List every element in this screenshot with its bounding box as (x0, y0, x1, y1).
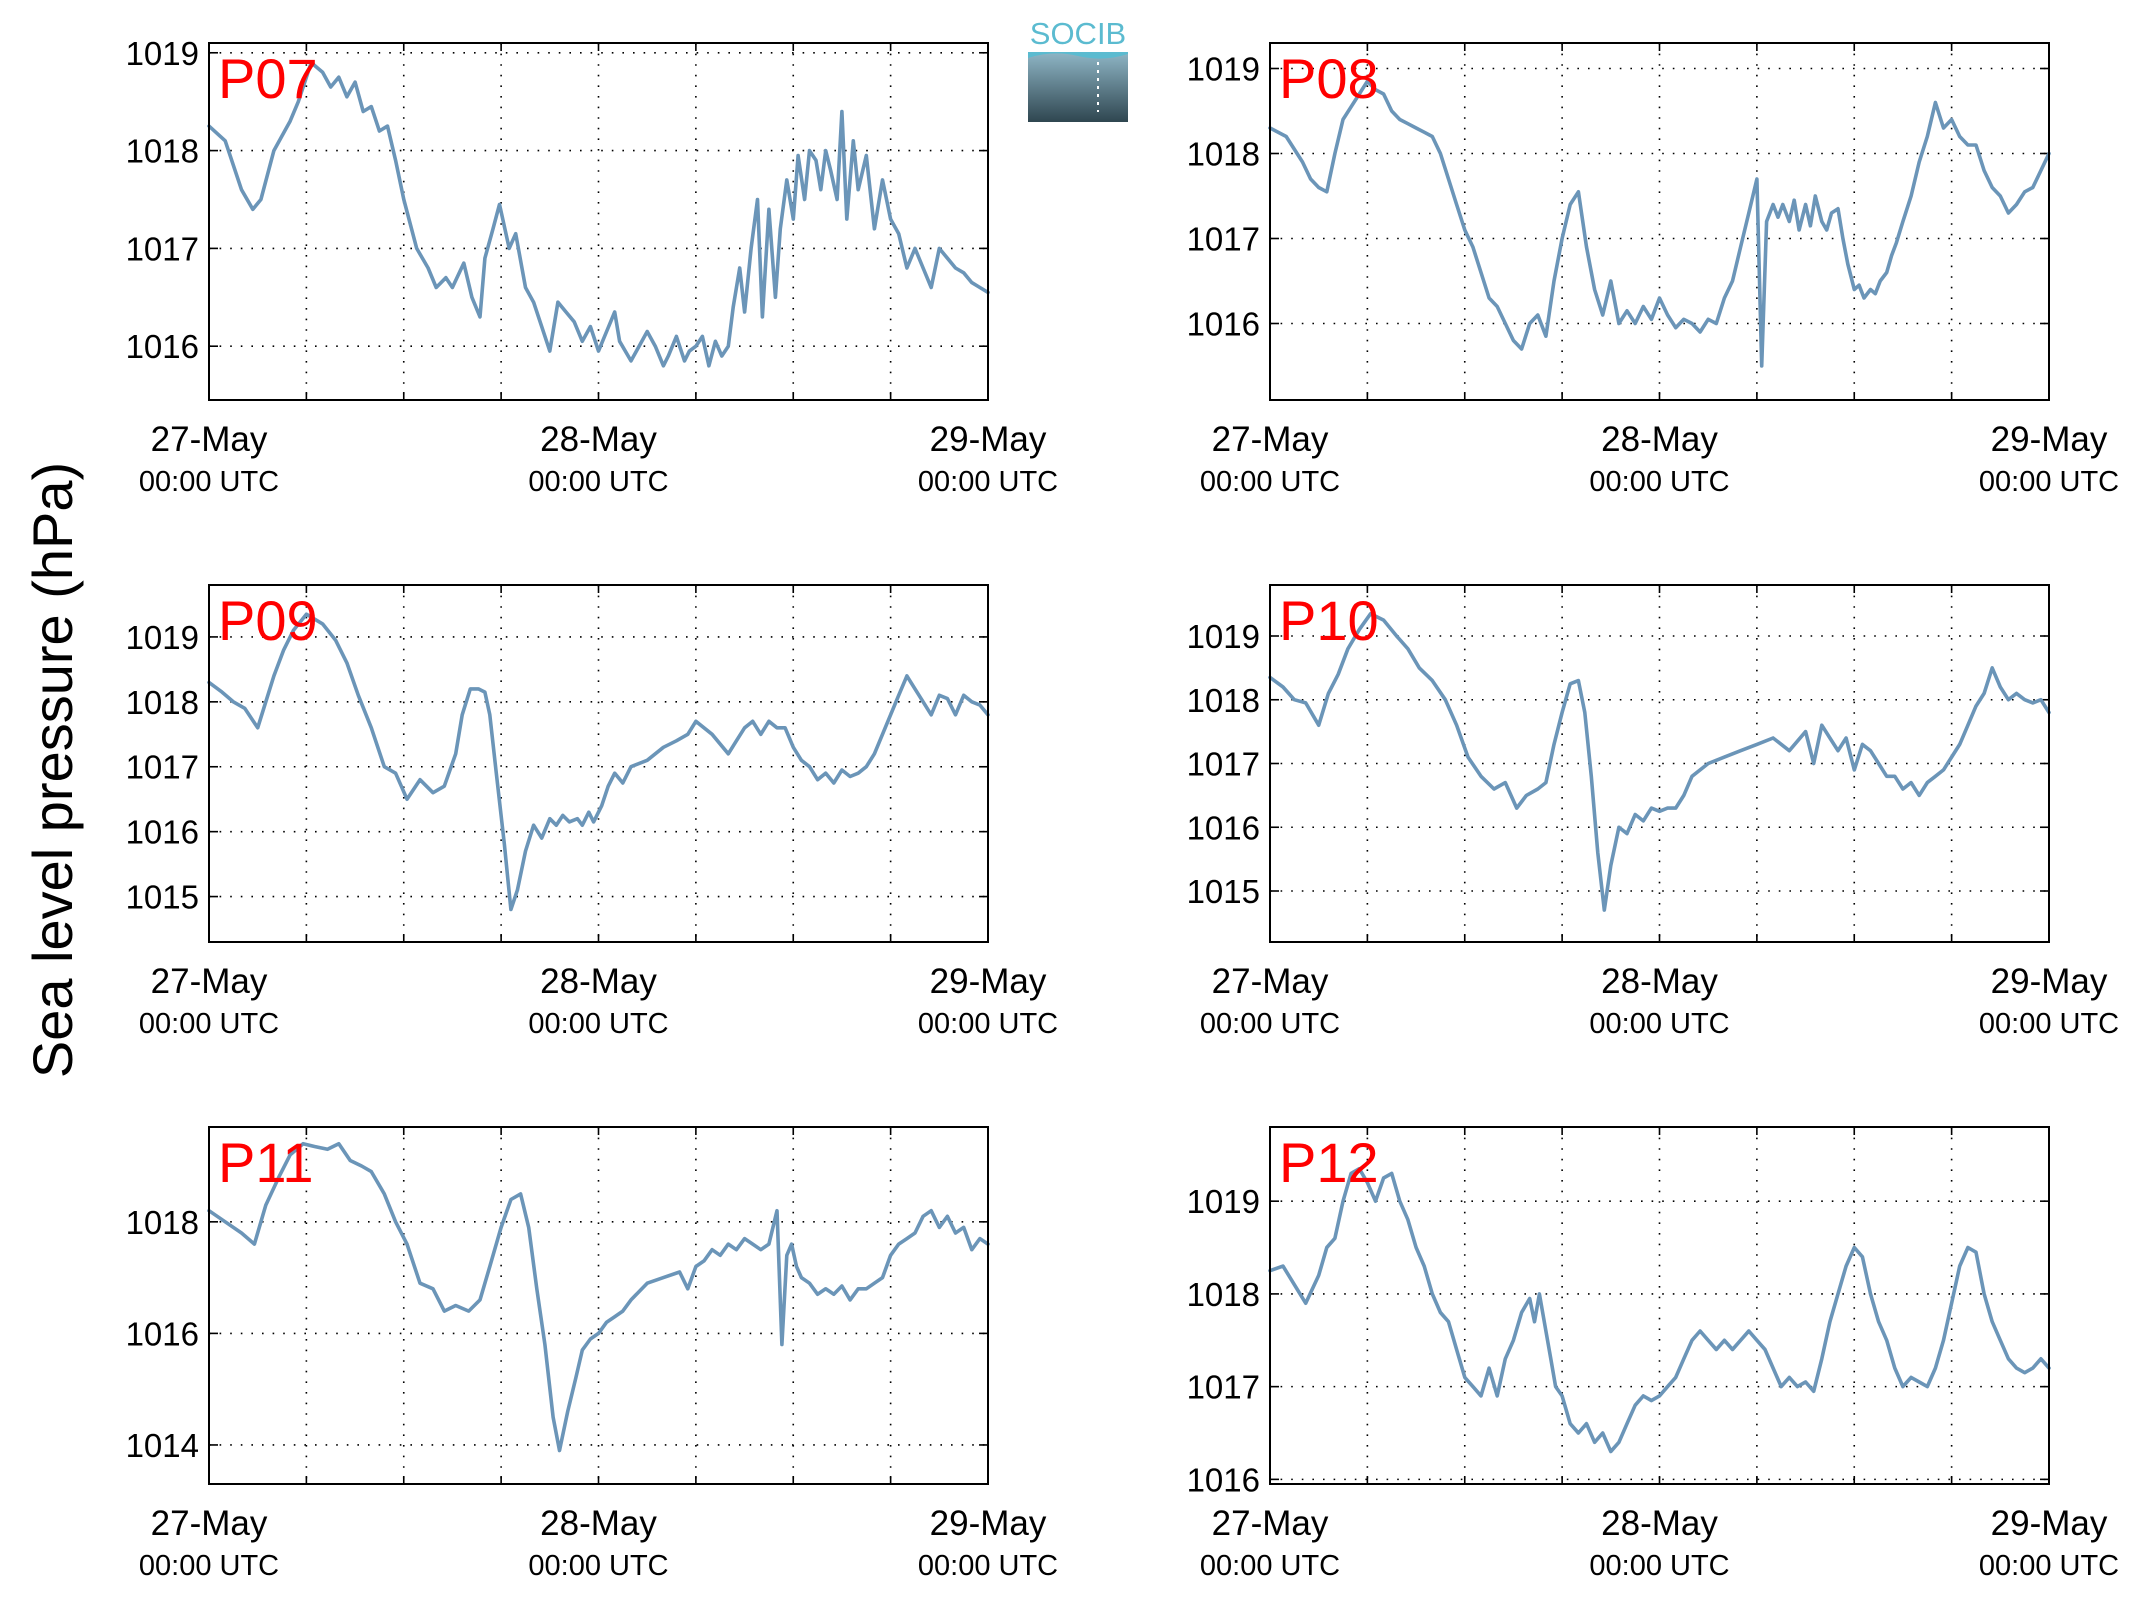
x-tick-date-label: 28-May (540, 1504, 657, 1543)
y-tick-label: 1014 (126, 1427, 199, 1464)
x-tick-time-label: 00:00 UTC (1589, 466, 1729, 498)
y-tick-label: 1016 (1187, 809, 1260, 846)
x-tick-time-label: 00:00 UTC (1589, 1550, 1729, 1582)
y-tick-label: 1019 (1187, 1183, 1260, 1220)
x-tick-date-label: 28-May (540, 962, 657, 1001)
y-tick-label: 1018 (1187, 136, 1260, 173)
panel-p07: 1016 1017 1018 1019 27-May 00:00 UTC 28-May 00:… (126, 35, 1059, 498)
x-tick-time-label: 00:00 UTC (1979, 466, 2119, 498)
x-tick-time-label: 00:00 UTC (918, 466, 1058, 498)
y-tick-label: 1018 (126, 684, 199, 721)
x-tick-time-label: 00:00 UTC (528, 1550, 668, 1582)
series-line (207, 60, 990, 368)
panel-p10: 1015 1016 1017 1018 1019 27-May 00:00 UTC 28-Ma… (1187, 584, 2119, 1040)
x-tick-time-label: 00:00 UTC (1589, 1008, 1729, 1040)
panel-p09: 1015 1016 1017 1018 1019 27-May 00:00 UTC 28-Ma… (126, 584, 1058, 1040)
x-tick-time-label: 00:00 UTC (918, 1008, 1058, 1040)
y-axis-title: Sea level pressure (hPa) (21, 462, 84, 1078)
y-tick-label: 1019 (126, 619, 199, 656)
panel-p08: 1016 1017 1018 1019 27-May 00:00 UTC 28-May 00:… (1187, 42, 2119, 498)
x-tick-date-label: 29-May (930, 962, 1047, 1001)
axes-frame (208, 584, 989, 943)
y-tick-label: 1016 (1187, 1461, 1260, 1498)
x-tick-date-label: 27-May (151, 962, 268, 1001)
y-tick-label: 1018 (126, 1204, 199, 1241)
x-tick-date-label: 27-May (1212, 420, 1329, 459)
x-tick-date-label: 27-May (151, 1504, 268, 1543)
axes-frame (1269, 42, 2050, 401)
y-tick-label: 1016 (126, 328, 199, 365)
series-line (1268, 79, 2051, 368)
x-tick-time-label: 00:00 UTC (1200, 1008, 1340, 1040)
panel-label: P07 (218, 47, 318, 110)
x-tick-time-label: 00:00 UTC (139, 466, 279, 498)
x-tick-date-label: 29-May (1991, 962, 2108, 1001)
x-tick-time-label: 00:00 UTC (1200, 1550, 1340, 1582)
x-tick-date-label: 29-May (1991, 420, 2108, 459)
panel-label: P08 (1279, 47, 1379, 110)
axes-frame (1269, 1126, 2050, 1485)
series-line (207, 1141, 990, 1453)
x-tick-date-label: 27-May (1212, 1504, 1329, 1543)
y-tick-label: 1018 (126, 133, 199, 170)
axes-frame (208, 42, 989, 401)
series-line (207, 612, 990, 912)
panel-label: P09 (218, 589, 318, 652)
series-line (1268, 611, 2051, 912)
y-tick-label: 1017 (1187, 221, 1260, 258)
panel-p11: 1014 1016 1018 27-May 00:00 UTC 28-May 00:00 U… (126, 1126, 1058, 1582)
x-tick-date-label: 27-May (151, 420, 268, 459)
x-tick-time-label: 00:00 UTC (1979, 1008, 2119, 1040)
x-tick-time-label: 00:00 UTC (1200, 466, 1340, 498)
y-tick-label: 1017 (1187, 1369, 1260, 1406)
y-tick-label: 1017 (126, 749, 199, 786)
x-tick-date-label: 29-May (930, 1504, 1047, 1543)
y-tick-label: 1017 (1187, 746, 1260, 783)
series-line (1268, 1166, 2051, 1454)
panels: 1016 1017 1018 1019 27-May 00:00 UTC 28-May 00:… (126, 35, 2120, 1582)
y-tick-label: 1016 (126, 814, 199, 851)
x-tick-date-label: 28-May (1601, 1504, 1718, 1543)
y-tick-label: 1019 (1187, 51, 1260, 88)
x-tick-date-label: 28-May (540, 420, 657, 459)
panel-p12: 1016 1017 1018 1019 27-May 00:00 UTC 28-May 00:… (1187, 1126, 2119, 1582)
y-tick-label: 1019 (126, 35, 199, 72)
x-tick-time-label: 00:00 UTC (139, 1550, 279, 1582)
panel-label: P11 (218, 1131, 313, 1194)
x-tick-date-label: 28-May (1601, 420, 1718, 459)
axes-frame (208, 1126, 989, 1485)
x-tick-date-label: 29-May (1991, 1504, 2108, 1543)
y-tick-label: 1016 (126, 1315, 199, 1352)
x-tick-date-label: 29-May (930, 420, 1047, 459)
y-tick-label: 1015 (1187, 873, 1260, 910)
y-tick-label: 1015 (126, 879, 199, 916)
x-tick-time-label: 00:00 UTC (528, 1008, 668, 1040)
y-tick-label: 1019 (1187, 618, 1260, 655)
socib-logo-text: SOCIB (1030, 16, 1126, 51)
y-tick-label: 1017 (126, 230, 199, 267)
y-tick-label: 1018 (1187, 1276, 1260, 1313)
x-tick-time-label: 00:00 UTC (918, 1550, 1058, 1582)
axes-frame (1269, 584, 2050, 943)
y-tick-label: 1016 (1187, 306, 1260, 343)
x-tick-date-label: 28-May (1601, 962, 1718, 1001)
x-tick-time-label: 00:00 UTC (139, 1008, 279, 1040)
x-tick-time-label: 00:00 UTC (528, 466, 668, 498)
x-tick-time-label: 00:00 UTC (1979, 1550, 2119, 1582)
panel-label: P10 (1279, 589, 1379, 652)
x-tick-date-label: 27-May (1212, 962, 1329, 1001)
y-tick-label: 1018 (1187, 682, 1260, 719)
socib-logo: SOCIB (1028, 16, 1128, 122)
panel-label: P12 (1279, 1131, 1379, 1194)
